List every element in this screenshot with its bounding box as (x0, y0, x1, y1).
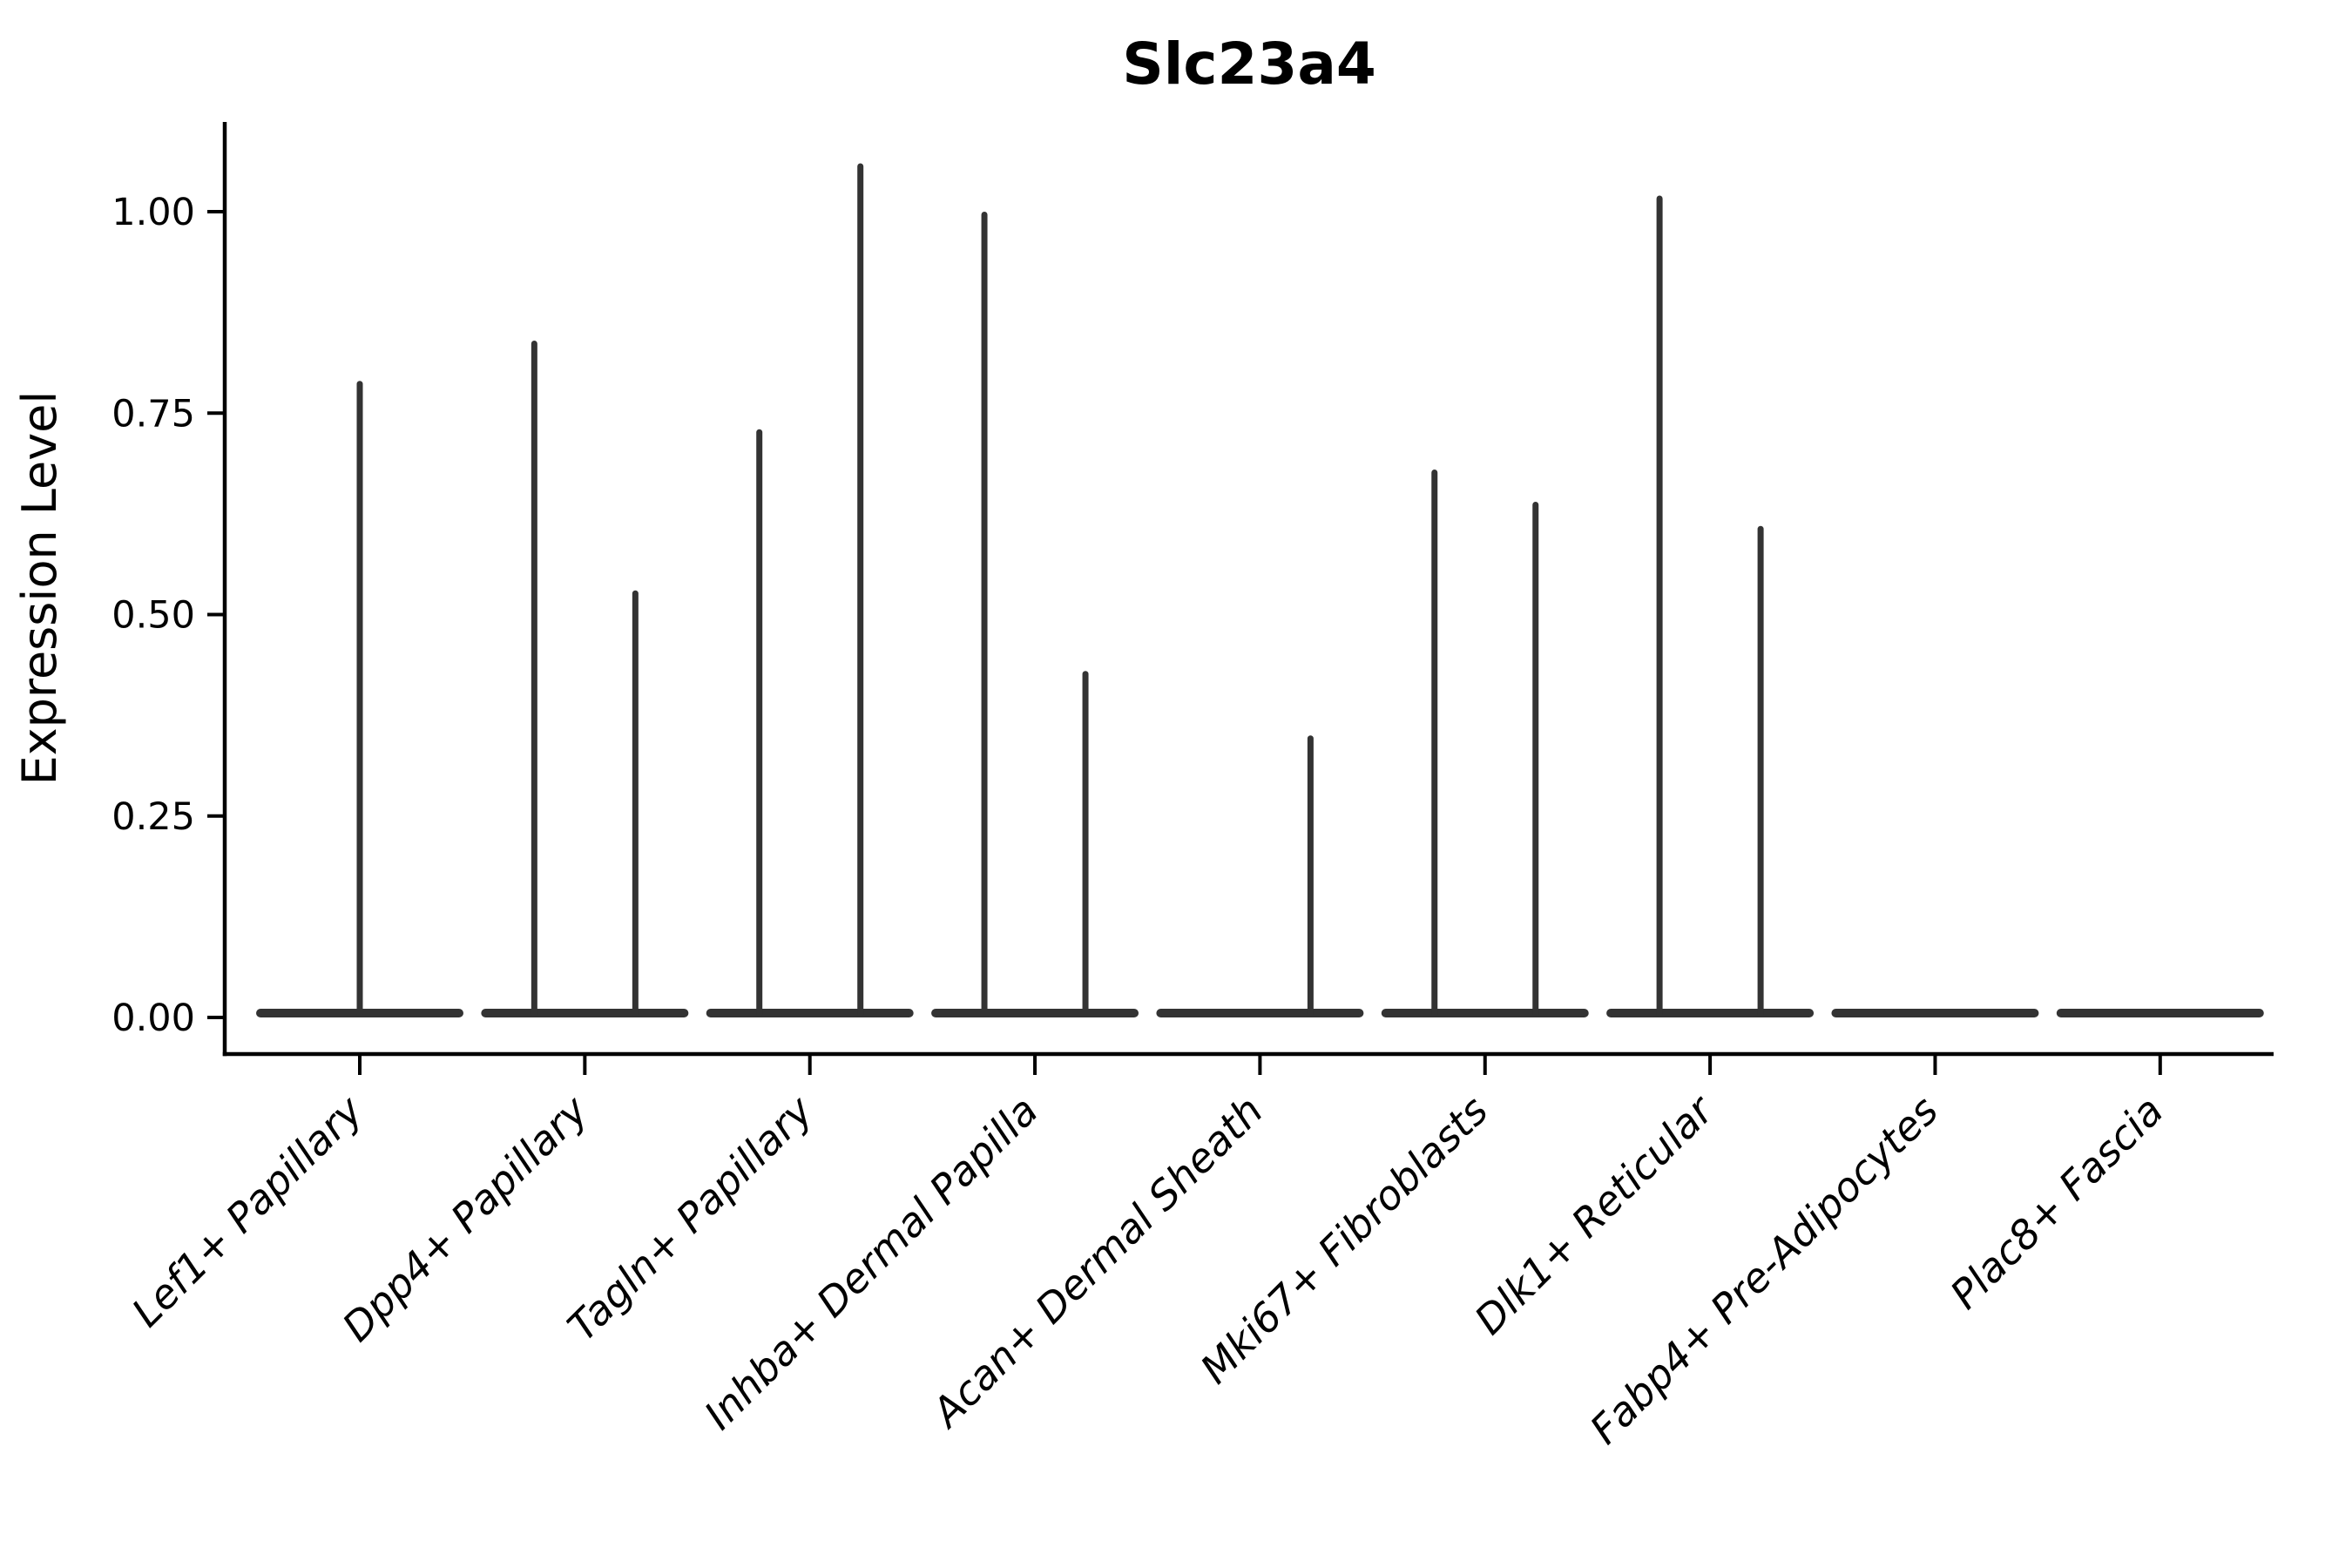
violin (706, 163, 914, 1017)
violin (1606, 195, 1815, 1017)
violin (256, 381, 463, 1017)
violin-zero-base (1606, 1009, 1815, 1017)
y-axis-label: Expression Level (12, 391, 67, 786)
violin (1831, 1009, 2039, 1017)
violin-zero-base (1831, 1009, 2039, 1017)
x-tick-label: Dpp4+ Papillary (333, 1086, 597, 1350)
violin (1381, 470, 1589, 1017)
violin-zero-base (931, 1009, 1139, 1017)
violin-zero-base (706, 1009, 914, 1017)
x-tick-label: Lef1+ Papillary (123, 1086, 372, 1335)
violin (2056, 1009, 2264, 1017)
y-tick-label: 0.25 (112, 795, 195, 839)
violin-zero-base (2056, 1009, 2264, 1017)
y-tick-label: 0.50 (112, 594, 195, 638)
y-tick-label: 0.75 (112, 392, 195, 436)
y-tick-label: 1.00 (112, 191, 195, 234)
violin-zero-base (1381, 1009, 1589, 1017)
y-tick-label: 0.00 (112, 997, 195, 1040)
x-tick-label: Plac8+ Fascia (1941, 1087, 2172, 1318)
violin-zero-base (481, 1009, 689, 1017)
chart-title: Slc23a4 (1122, 30, 1376, 98)
x-tick-label: Dlk1+ Reticular (1465, 1085, 1724, 1343)
violin (1156, 735, 1364, 1017)
violin (481, 341, 689, 1017)
x-tick-label: Tagln+ Papillary (558, 1086, 822, 1350)
axes-layer: 1.00 0.75 0.50 0.25 0.00 Lef1+ PapillaryDpp4+… (112, 122, 2274, 1453)
violin (931, 212, 1139, 1017)
violin-zero-base (1156, 1009, 1364, 1017)
violins-layer (256, 163, 2264, 1017)
